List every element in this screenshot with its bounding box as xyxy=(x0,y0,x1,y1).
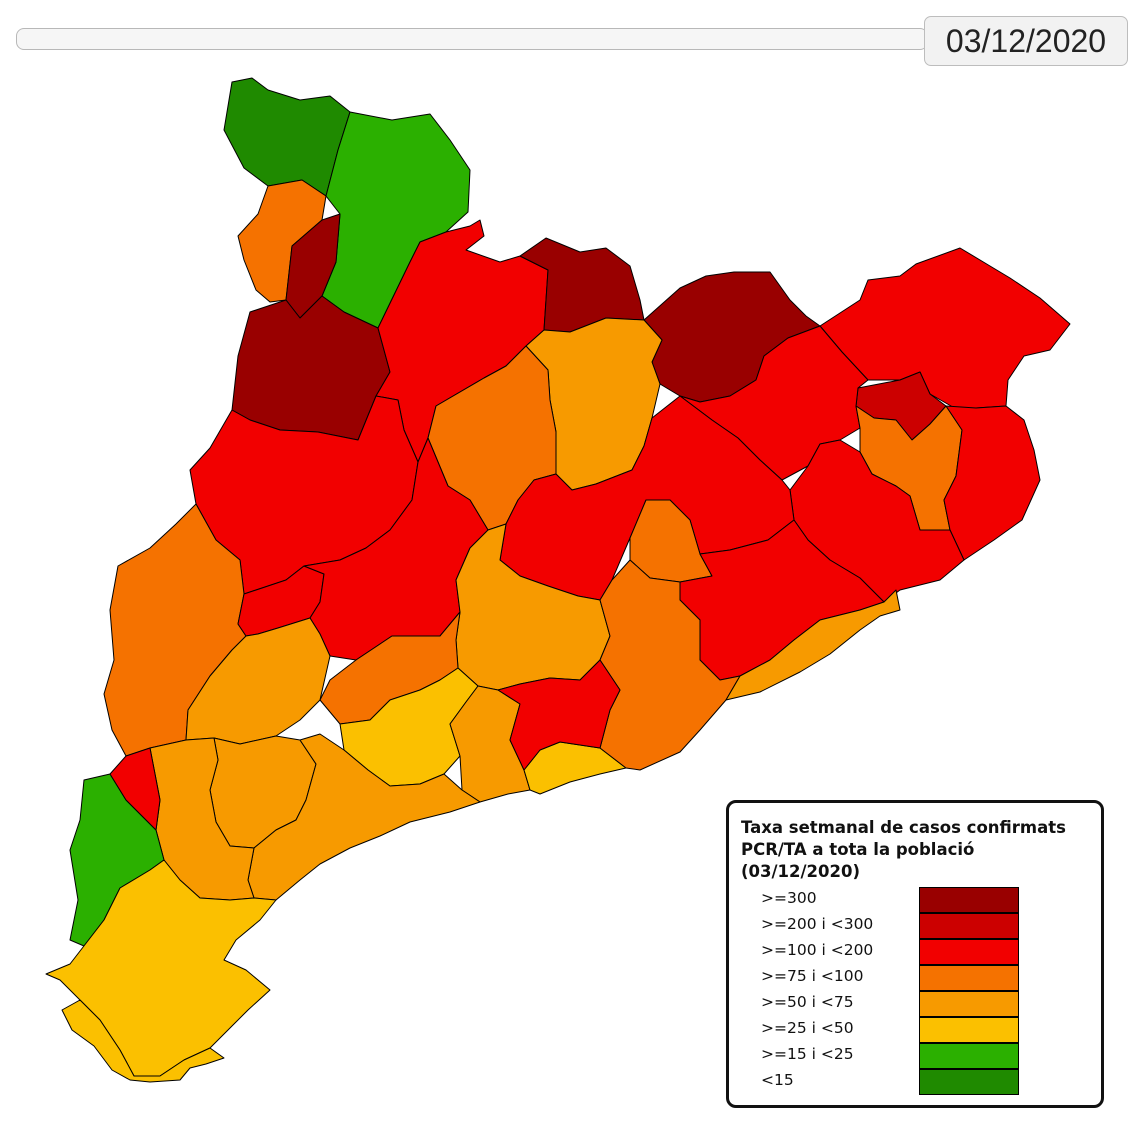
region-tarragones xyxy=(109,747,161,831)
legend-row: <15 xyxy=(729,1069,1101,1095)
legend-swatch xyxy=(919,887,1019,913)
legend-swatch xyxy=(919,991,1019,1017)
legend-label: >=25 i <50 xyxy=(761,1019,854,1037)
legend-row: >=50 i <75 xyxy=(729,991,1101,1017)
legend-swatch xyxy=(919,913,1019,939)
legend-swatch xyxy=(919,939,1019,965)
date-display: 03/12/2020 xyxy=(924,16,1128,66)
region-cerdanya xyxy=(519,237,645,333)
legend-row: >=100 i <200 xyxy=(729,939,1101,965)
legend-label: >=100 i <200 xyxy=(761,941,874,959)
legend-row: >=15 i <25 xyxy=(729,1043,1101,1069)
legend-row: >=200 i <300 xyxy=(729,913,1101,939)
legend-title: Taxa setmanal de casos confirmats PCR/TA… xyxy=(741,818,1066,881)
legend-swatch xyxy=(919,1069,1019,1095)
legend-row: >=75 i <100 xyxy=(729,965,1101,991)
legend-swatch xyxy=(919,1043,1019,1069)
legend-swatch xyxy=(919,965,1019,991)
legend-label: >=200 i <300 xyxy=(761,915,874,933)
legend-row: >=25 i <50 xyxy=(729,1017,1101,1043)
region-barcelones xyxy=(599,559,741,771)
region-alta-ribagorca xyxy=(237,179,327,303)
legend-label: >=75 i <100 xyxy=(761,967,864,985)
legend-label: <15 xyxy=(761,1071,794,1089)
legend-label: >=50 i <75 xyxy=(761,993,854,1011)
legend-row: >=300 xyxy=(729,887,1101,913)
region-garrigues xyxy=(185,617,331,745)
map-legend: Taxa setmanal de casos confirmats PCR/TA… xyxy=(726,800,1104,1108)
region-baix-emporda xyxy=(943,405,1041,561)
region-maresme xyxy=(725,589,901,701)
legend-label: >=300 xyxy=(761,889,817,907)
legend-label: >=15 i <25 xyxy=(761,1045,854,1063)
region-valles-oriental xyxy=(497,659,621,771)
region-montsia xyxy=(61,999,225,1083)
legend-swatch xyxy=(919,1017,1019,1043)
region-alt-camp xyxy=(247,733,481,901)
